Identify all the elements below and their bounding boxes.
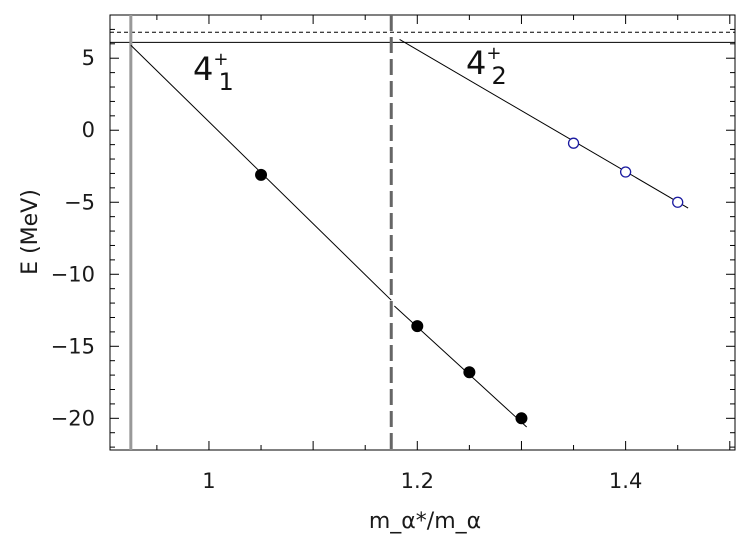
y-tick-label: −5 xyxy=(64,190,95,214)
data-point-open xyxy=(672,196,684,208)
tick-labels: 1 1.2 1.4 5 0 −5 −10 −15 −20 xyxy=(51,46,643,493)
y-axis-title: E (MeV) xyxy=(18,189,43,275)
state-label-2: 4+ 2 xyxy=(466,43,507,90)
y-tick-label: −15 xyxy=(51,334,95,358)
x-tick-label: 1.4 xyxy=(609,469,642,493)
x-tick-label: 1 xyxy=(202,469,215,493)
x-axis-title: m_α*/m_α xyxy=(369,509,481,534)
y-tick-label: −10 xyxy=(51,262,95,286)
x-tick-label: 1.2 xyxy=(401,469,434,493)
y-tick-label: 5 xyxy=(82,46,95,70)
y-tick-label: 0 xyxy=(82,118,95,142)
plot-frame xyxy=(109,14,736,451)
data-point-open xyxy=(619,166,632,178)
fit-line xyxy=(399,39,689,209)
fit-lines xyxy=(130,39,689,428)
data-point-open xyxy=(567,137,580,149)
data-points xyxy=(255,137,684,425)
axis-ticks xyxy=(110,14,735,450)
data-point-filled xyxy=(515,412,528,425)
data-point-filled xyxy=(411,320,424,333)
reference-lines xyxy=(110,15,735,450)
y-tick-label: −20 xyxy=(51,406,95,430)
data-point-filled xyxy=(255,168,268,181)
state-label-1: 4+ 1 xyxy=(193,49,234,96)
data-point-filled xyxy=(463,366,476,379)
